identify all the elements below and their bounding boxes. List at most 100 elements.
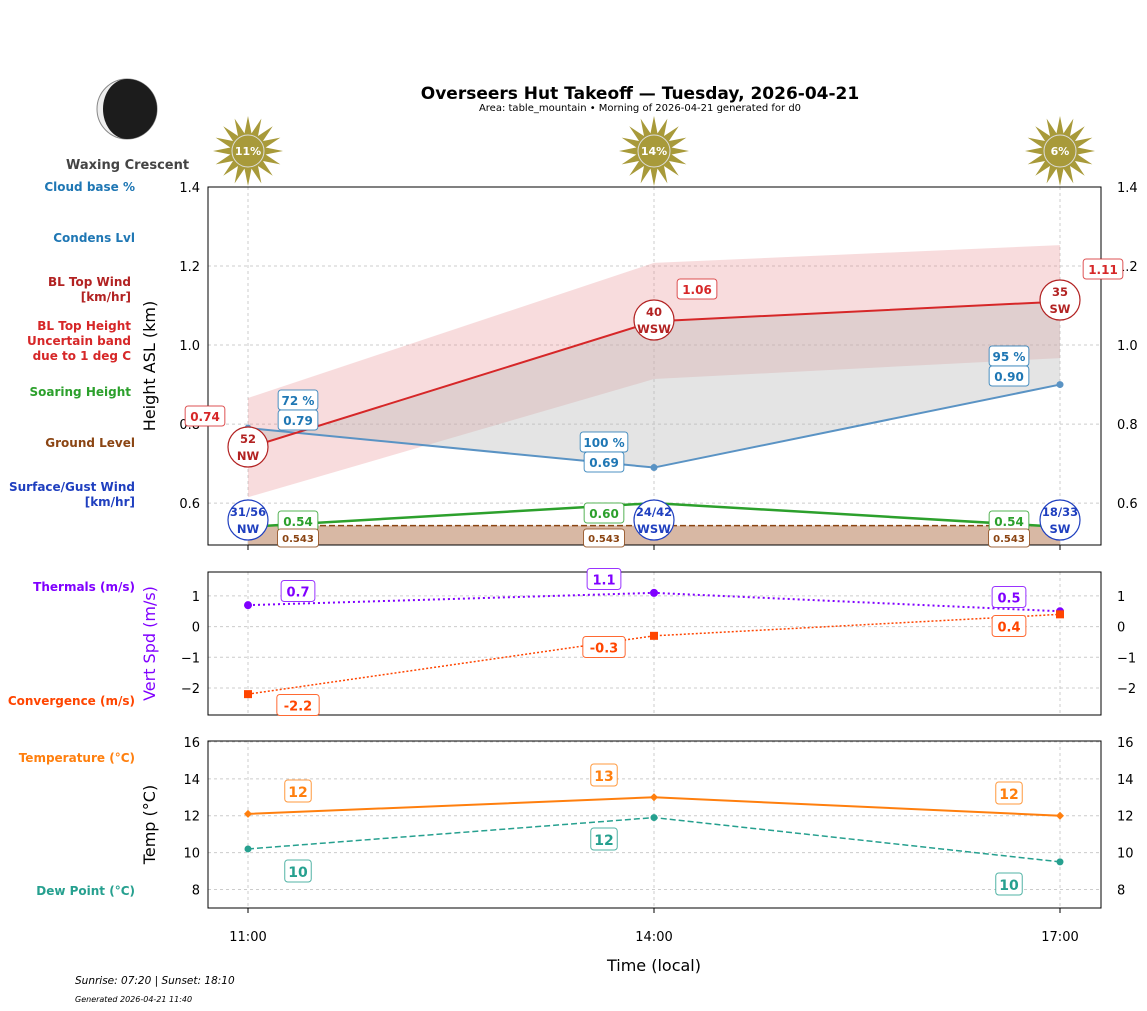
temperature-point xyxy=(650,793,658,802)
sun-disc xyxy=(231,134,265,168)
thermal-label: 1.1 xyxy=(592,574,615,589)
ground-label: 0.543 xyxy=(588,534,620,545)
condens-label-box xyxy=(988,365,1030,387)
temperature-label-box xyxy=(284,779,312,803)
vert-panel-ytick-right: 0 xyxy=(1117,621,1125,636)
sun-pct-label: 6% xyxy=(1051,145,1070,158)
vert-panel-ytick-left: 1 xyxy=(192,590,200,605)
bl-uncertainty-band xyxy=(248,245,1060,498)
x-tick-label: 11:00 xyxy=(229,930,266,945)
dew-label: 10 xyxy=(288,865,308,881)
page-title: Overseers Hut Takeoff — Tuesday, 2026-04… xyxy=(420,84,860,104)
temperature-point xyxy=(1056,811,1064,820)
dew-label: 12 xyxy=(594,833,613,849)
thermal-point xyxy=(244,601,252,610)
subtitle: Area: table_mountain • Morning of 2026-0… xyxy=(478,103,802,114)
ground-label-box xyxy=(277,528,319,548)
height-panel-ylabel: Height ASL (km) xyxy=(140,301,159,431)
vert-panel-ytick-left: −1 xyxy=(181,651,200,666)
temp-panel-ytick-left: 14 xyxy=(183,773,200,788)
height-panel-ytick-right: 0.6 xyxy=(1117,497,1138,512)
cloud-pct-label: 100 % xyxy=(583,436,624,450)
temperature-label-box xyxy=(590,763,618,787)
label-surface-wind: Surface/Gust Wind [km/hr] xyxy=(9,480,135,509)
ground-label-box xyxy=(583,528,625,548)
bl-wind-direction: NW xyxy=(237,449,260,463)
height-panel-ytick-left: 1.2 xyxy=(179,260,200,275)
surface-wind-direction: NW xyxy=(237,522,260,536)
temp-panel-ytick-right: 12 xyxy=(1117,810,1134,825)
convergence-label: -0.3 xyxy=(590,642,618,657)
ground-label-box xyxy=(988,528,1030,548)
bl-wind-circle xyxy=(1039,279,1081,321)
bl-top-label: 1.06 xyxy=(682,283,712,297)
height-panel-ytick-left: 1.0 xyxy=(179,339,200,354)
ground-label: 0.543 xyxy=(282,534,314,545)
height-panel-ytick-left: 0.6 xyxy=(179,497,200,512)
temp-panel-ytick-left: 8 xyxy=(192,884,200,899)
convergence-point xyxy=(1056,610,1064,619)
convergence-label-box xyxy=(991,615,1027,637)
condens-point xyxy=(1056,381,1064,389)
vert-panel-ytick-right: −2 xyxy=(1117,682,1136,697)
thermal-label-box xyxy=(991,586,1027,608)
sun-disc xyxy=(637,134,671,168)
condens-label: 0.90 xyxy=(994,370,1024,384)
condens-label: 0.79 xyxy=(283,414,313,428)
dew-point xyxy=(650,814,658,822)
label-thermals: Thermals (m/s) xyxy=(33,580,135,594)
label-condens: Condens Lvl xyxy=(53,231,135,245)
convergence-line xyxy=(247,613,1061,695)
moon-phase-label: Waxing Crescent xyxy=(66,158,190,173)
label-temperature: Temperature (°C) xyxy=(18,751,135,765)
cloud-pct-label: 95 % xyxy=(993,350,1026,364)
convergence-point xyxy=(650,631,658,640)
sun-pct-label: 11% xyxy=(235,145,261,158)
surface-wind-circle xyxy=(1039,499,1081,541)
height-panel-ytick-right: 1.4 xyxy=(1117,181,1138,196)
bl-wind-circle xyxy=(227,426,269,468)
condens-label-box xyxy=(583,451,625,473)
label-ground: Ground Level xyxy=(45,436,135,450)
generated-time: Generated 2026-04-21 11:40 xyxy=(75,995,193,1004)
x-axis-label: Time (local) xyxy=(606,956,701,975)
temp-panel-ytick-left: 10 xyxy=(183,847,200,862)
sun-disc xyxy=(1043,134,1077,168)
temp-panel-ylabel: Temp (°C) xyxy=(140,785,159,865)
bl-wind-direction: SW xyxy=(1050,302,1071,316)
label-soaring: Soaring Height xyxy=(29,385,132,399)
temperature-point xyxy=(244,809,252,818)
temp-panel-ytick-right: 8 xyxy=(1117,884,1125,899)
dew-point xyxy=(244,845,252,853)
thermal-label-box xyxy=(280,580,316,602)
soaring-label: 0.60 xyxy=(589,507,619,521)
thermal-point xyxy=(650,588,658,597)
x-tick-label: 17:00 xyxy=(1041,930,1078,945)
surface-wind-direction: WSW xyxy=(637,522,671,536)
temperature-label-box xyxy=(995,781,1023,805)
bl-wind-speed: 35 xyxy=(1052,285,1068,299)
vert-panel-frame xyxy=(207,571,1102,716)
condens-point xyxy=(650,464,658,472)
vert-panel-ytick-right: −1 xyxy=(1117,651,1136,666)
surface-wind-circle xyxy=(227,499,269,541)
vert-panel-ylabel: Vert Spd (m/s) xyxy=(140,586,159,701)
waxing-crescent-moon-icon xyxy=(96,78,158,140)
bl-top-label-box xyxy=(184,405,226,427)
condens-label-box xyxy=(277,409,319,431)
bl-top-label: 0.74 xyxy=(190,410,220,424)
cloud-band xyxy=(248,301,1060,468)
temp-panel-ytick-left: 16 xyxy=(183,736,200,751)
soaring-label-box xyxy=(583,502,625,524)
label-cloud-base: Cloud base % xyxy=(44,180,135,194)
height-panel-ytick-right: 0.8 xyxy=(1117,418,1138,433)
label-convergence: Convergence (m/s) xyxy=(7,694,135,708)
dew-label-box xyxy=(590,827,618,851)
vert-panel-ytick-right: 1 xyxy=(1117,590,1125,605)
x-tick-label: 14:00 xyxy=(635,930,672,945)
surface-wind-speed: 18/33 xyxy=(1042,505,1078,519)
temp-panel-ytick-right: 10 xyxy=(1117,847,1134,862)
temp-panel-ytick-right: 14 xyxy=(1117,773,1134,788)
